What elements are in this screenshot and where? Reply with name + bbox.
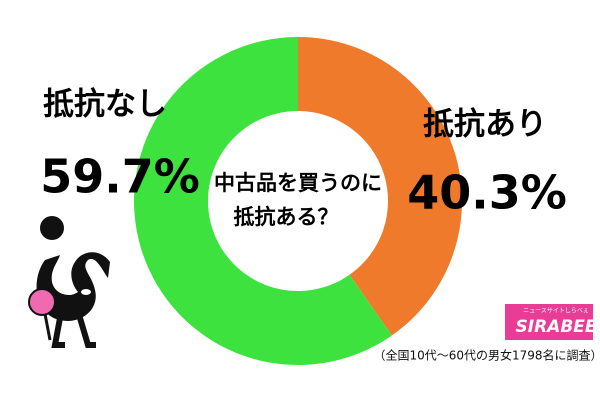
slice-label: 抵抗あり — [423, 107, 547, 143]
logo-tagline: ニュースサイトしらべぇ — [523, 308, 589, 315]
donut — [133, 37, 462, 365]
center-title: 中古品を買うのに — [214, 171, 382, 195]
note: （全国10代～60代の男女1798名に調査） — [373, 348, 600, 363]
mascot — [28, 216, 110, 348]
slice-label: 抵抗なし — [43, 87, 167, 123]
slice — [133, 37, 392, 365]
logo-name: SIRABEE — [516, 317, 597, 337]
slice-value-label: 40.3% — [407, 166, 567, 220]
slice — [298, 37, 462, 336]
logo-box — [505, 304, 593, 340]
slice-value-label: 59.7% — [40, 150, 200, 204]
center-title: 抵抗ある？ — [234, 205, 339, 229]
